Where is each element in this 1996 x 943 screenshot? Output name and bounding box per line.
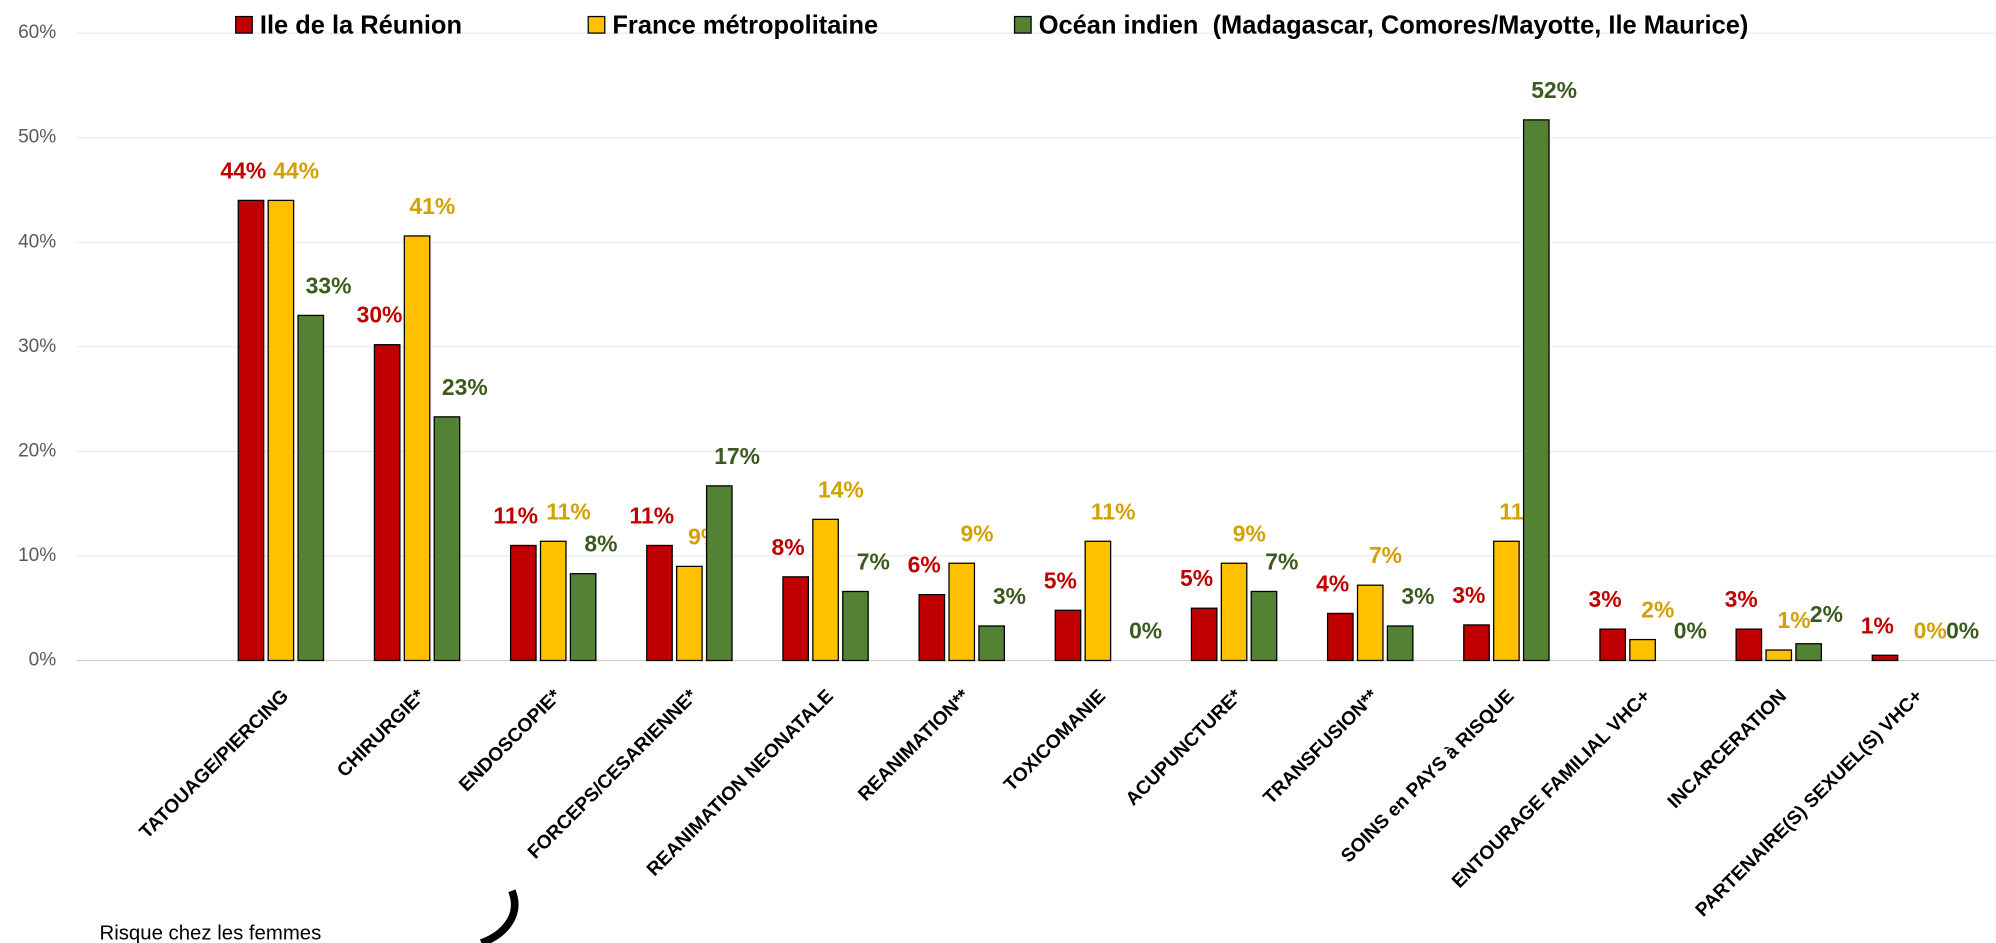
x-tick-label: TRANSFUSION** (1260, 685, 1383, 808)
x-tick-label: ACUPUNCTURE* (1122, 685, 1247, 810)
bar (812, 518, 839, 662)
data-label: 11% (1091, 498, 1136, 524)
bar (1522, 119, 1550, 662)
data-label: 44% (273, 157, 319, 183)
y-tick-label: 40% (18, 231, 56, 252)
bar (1250, 590, 1278, 662)
data-label: 4% (1316, 570, 1349, 596)
bar (782, 576, 810, 662)
bar (1220, 562, 1248, 662)
data-label: 44% (220, 157, 266, 183)
x-tick-label: TATOUAGE/PIERCING (136, 686, 293, 843)
bar (373, 344, 401, 662)
bar (1463, 624, 1490, 662)
bar (1054, 609, 1082, 662)
y-tick-label: 50% (18, 127, 56, 148)
bar (1356, 584, 1384, 662)
bar (948, 562, 976, 662)
bar (1629, 638, 1656, 662)
data-label: 9% (960, 520, 993, 546)
bar (569, 573, 597, 662)
data-label: 3% (1588, 586, 1621, 612)
bar (918, 593, 946, 662)
bar (433, 416, 461, 662)
bar (676, 565, 703, 662)
y-tick-label: 0% (29, 650, 57, 671)
bar (1493, 540, 1520, 662)
legend-swatch (235, 15, 253, 34)
data-label: 1% (1861, 612, 1894, 638)
data-label: 0% (1674, 618, 1707, 644)
legend-label: Ile de la Réunion (260, 11, 462, 39)
bar (1084, 540, 1112, 662)
legend-swatch (1013, 15, 1032, 34)
data-label: 30% (357, 302, 403, 328)
data-label: 7% (1369, 542, 1402, 568)
x-tick-label: REANIMATION** (854, 685, 974, 805)
bar (646, 544, 673, 662)
bar (842, 590, 869, 662)
data-label: 3% (1401, 583, 1434, 609)
y-tick-label: 60% (18, 22, 56, 43)
data-label: 3% (1452, 582, 1485, 608)
bar (705, 485, 733, 662)
bar (1871, 654, 1899, 662)
data-label: 14% (818, 476, 864, 502)
data-label: 3% (993, 583, 1026, 609)
data-label: 33% (306, 272, 352, 298)
bar (978, 625, 1005, 662)
annotation-arrow (479, 889, 519, 943)
data-label: 17% (714, 443, 760, 469)
data-label: 23% (442, 374, 488, 400)
bar (1326, 612, 1354, 662)
data-label: 11% (493, 503, 538, 529)
y-tick-label: 20% (18, 440, 56, 461)
data-label: 7% (1265, 549, 1298, 575)
data-label: 5% (1180, 565, 1213, 591)
bar (539, 540, 567, 662)
data-label: 0% (1129, 618, 1162, 644)
legend-swatch (587, 15, 606, 34)
data-label: 2% (1641, 597, 1674, 623)
annotation: Risque chez les femmes (100, 922, 322, 943)
data-label: 3% (1725, 586, 1758, 612)
data-label: 7% (857, 549, 890, 575)
data-label: 8% (584, 531, 617, 557)
bar (1190, 607, 1218, 662)
bar (237, 199, 265, 662)
bar (403, 235, 431, 662)
data-label: 11% (546, 498, 591, 524)
data-label: 9% (1233, 520, 1266, 546)
x-tick-label: ENDOSCOPIE* (455, 685, 565, 795)
bar (1599, 628, 1627, 662)
bar (267, 199, 295, 662)
data-label: 0% (1914, 618, 1947, 644)
bar (297, 314, 325, 662)
bar (1795, 643, 1823, 662)
bar (1735, 628, 1763, 662)
x-tick-label: PARTENAIRE(S) SEXUEL(S) VHC+ (1692, 686, 1927, 921)
data-label: 8% (771, 534, 804, 560)
data-label: 0% (1946, 618, 1979, 644)
legend-label: Océan indien (Madagascar, Comores/Mayott… (1039, 11, 1749, 39)
bar (509, 544, 537, 662)
x-tick-label: CHIRURGIE* (333, 685, 429, 781)
x-tick-label: INCARCERATION (1664, 686, 1791, 813)
data-label: 2% (1810, 601, 1843, 627)
data-label: 52% (1531, 77, 1577, 103)
bar (1386, 625, 1414, 662)
data-label: 1% (1777, 607, 1810, 633)
data-label: 11% (630, 503, 675, 529)
y-tick-label: 10% (18, 545, 56, 566)
data-label: 41% (409, 193, 455, 219)
y-tick-label: 30% (18, 336, 56, 357)
bar (1765, 649, 1793, 662)
legend-label: France métropolitaine (612, 11, 878, 39)
data-label: 5% (1044, 567, 1077, 593)
x-tick-label: TOXICOMANIE (1000, 686, 1110, 796)
data-label: 6% (908, 552, 941, 578)
